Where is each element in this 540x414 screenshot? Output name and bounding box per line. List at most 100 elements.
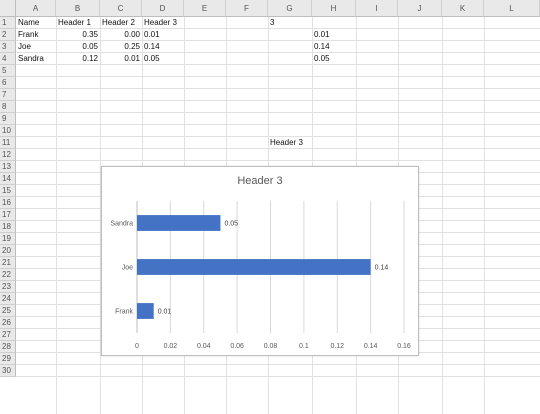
gridline [484, 17, 485, 414]
row-header-22[interactable]: 22 [0, 269, 16, 281]
row-header-19[interactable]: 19 [0, 233, 16, 245]
row-header-28[interactable]: 28 [0, 341, 16, 353]
data-label: 0.01 [158, 309, 172, 316]
cell-d1[interactable]: Header 3 [144, 18, 177, 27]
column-header-a[interactable]: A [16, 0, 56, 17]
cell-d3[interactable]: 0.14 [144, 42, 160, 51]
bar-joe [137, 259, 371, 275]
gridline [442, 17, 443, 414]
x-tick-label: 0.08 [264, 343, 278, 350]
bar-frank [137, 303, 154, 319]
cell-g1[interactable]: 3 [270, 18, 275, 27]
row-header-6[interactable]: 6 [0, 77, 16, 89]
row-header-26[interactable]: 26 [0, 317, 16, 329]
row-header-12[interactable]: 12 [0, 149, 16, 161]
column-header-i[interactable]: I [356, 0, 398, 17]
cell-b2[interactable]: 0.35 [82, 30, 98, 39]
gridline [16, 136, 540, 137]
column-header-e[interactable]: E [184, 0, 226, 17]
cell-a2[interactable]: Frank [18, 30, 39, 39]
column-header-b[interactable]: B [56, 0, 100, 17]
row-header-2[interactable]: 2 [0, 29, 16, 41]
row-header-13[interactable]: 13 [0, 161, 16, 173]
row-header-7[interactable]: 7 [0, 89, 16, 101]
cell-c1[interactable]: Header 2 [102, 18, 135, 27]
gridline [16, 28, 540, 29]
gridline [56, 17, 57, 414]
row-header-23[interactable]: 23 [0, 281, 16, 293]
cell-h2[interactable]: 0.01 [314, 30, 330, 39]
row-header-17[interactable]: 17 [0, 209, 16, 221]
x-tick-label: 0.12 [330, 343, 344, 350]
cell-a3[interactable]: Joe [18, 42, 31, 51]
x-tick-label: 0.04 [197, 343, 211, 350]
row-header-5[interactable]: 5 [0, 65, 16, 77]
row-header-11[interactable]: 11 [0, 137, 16, 149]
gridline [16, 124, 540, 125]
column-header-h[interactable]: H [312, 0, 356, 17]
row-header-18[interactable]: 18 [0, 221, 16, 233]
row-header-8[interactable]: 8 [0, 101, 16, 113]
cell-a4[interactable]: Sandra [18, 54, 44, 63]
cell-b1[interactable]: Header 1 [58, 18, 91, 27]
x-tick-label: 0.1 [299, 343, 309, 350]
column-header-c[interactable]: C [100, 0, 142, 17]
cell-d2[interactable]: 0.01 [144, 30, 160, 39]
bar-chart[interactable]: Header 3 0 0.02 0.04 0.06 0.08 0.1 0.12 0.14 0.1… [101, 166, 419, 356]
row-header-16[interactable]: 16 [0, 197, 16, 209]
row-header-4[interactable]: 4 [0, 53, 16, 65]
x-tick-label: 0 [135, 343, 139, 350]
cell-c4[interactable]: 0.01 [124, 54, 140, 63]
bar-sandra [137, 215, 221, 231]
row-header-15[interactable]: 15 [0, 185, 16, 197]
column-header-j[interactable]: J [398, 0, 442, 17]
row-header-3[interactable]: 3 [0, 41, 16, 53]
cell-b3[interactable]: 0.05 [82, 42, 98, 51]
gridline [16, 88, 540, 89]
row-header-21[interactable]: 21 [0, 257, 16, 269]
category-label: Sandra [110, 221, 133, 228]
cell-d4[interactable]: 0.05 [144, 54, 160, 63]
chart-title: Header 3 [237, 175, 283, 187]
gridline [16, 364, 540, 365]
row-header-10[interactable]: 10 [0, 125, 16, 137]
row-header-30[interactable]: 30 [0, 365, 16, 377]
column-header-g[interactable]: G [268, 0, 312, 17]
column-header-k[interactable]: K [442, 0, 484, 17]
cell-h3[interactable]: 0.14 [314, 42, 330, 51]
row-header-24[interactable]: 24 [0, 293, 16, 305]
row-header-20[interactable]: 20 [0, 245, 16, 257]
gridline [16, 52, 540, 53]
column-header-f[interactable]: F [226, 0, 268, 17]
category-label: Joe [122, 265, 133, 272]
cell-b4[interactable]: 0.12 [82, 54, 98, 63]
row-header-9[interactable]: 9 [0, 113, 16, 125]
x-tick-label: 0.14 [364, 343, 378, 350]
x-tick-label: 0.06 [230, 343, 244, 350]
row-header-14[interactable]: 14 [0, 173, 16, 185]
x-tick-label: 0.02 [164, 343, 178, 350]
cell-a1[interactable]: Name [18, 18, 40, 27]
cell-g10[interactable]: Header 3 [270, 138, 303, 147]
cell-h4[interactable]: 0.05 [314, 54, 330, 63]
row-header-1[interactable]: 1 [0, 17, 16, 29]
row-header-25[interactable]: 25 [0, 305, 16, 317]
gridline [16, 148, 540, 149]
row-header-29[interactable]: 29 [0, 353, 16, 365]
data-label: 0.14 [375, 265, 389, 272]
gridline [100, 17, 101, 414]
x-tick-label: 0.16 [397, 343, 411, 350]
column-header-d[interactable]: D [142, 0, 184, 17]
gridline [16, 100, 540, 101]
column-header-l[interactable]: L [484, 0, 540, 17]
gridline [16, 376, 540, 377]
cell-c2[interactable]: 0.00 [124, 30, 140, 39]
cell-c3[interactable]: 0.25 [124, 42, 140, 51]
gridline [16, 76, 540, 77]
gridline [16, 112, 540, 113]
chart-plot: 0 0.02 0.04 0.06 0.08 0.1 0.12 0.14 0.16 Sandra 0.… [110, 201, 411, 350]
gridline [16, 64, 540, 65]
row-header-27[interactable]: 27 [0, 329, 16, 341]
select-all-corner[interactable] [0, 0, 16, 17]
